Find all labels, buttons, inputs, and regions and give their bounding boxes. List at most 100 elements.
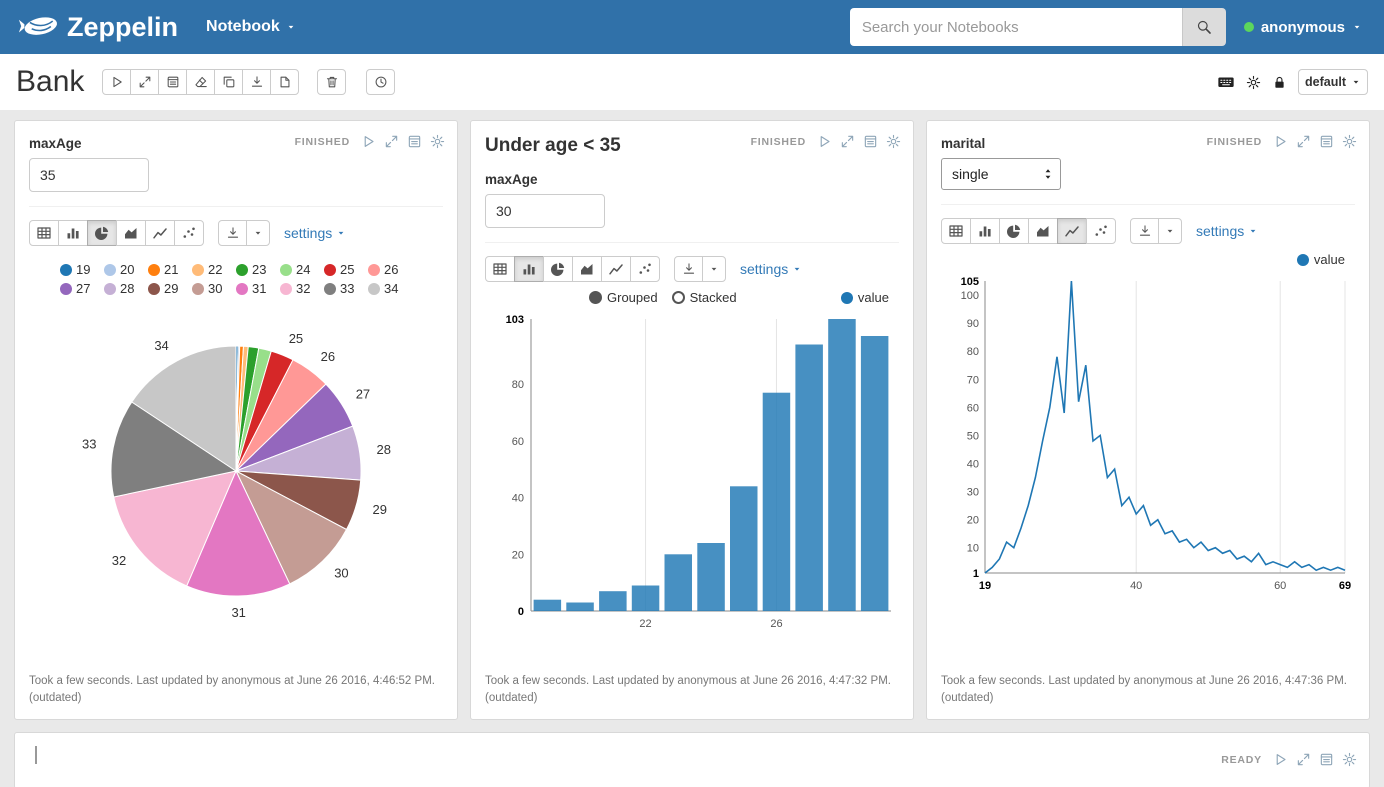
paragraph-settings-icon[interactable] [430,134,445,149]
download-data-button[interactable] [218,220,247,246]
toggle-code-button[interactable] [130,69,160,95]
search-input[interactable] [849,8,1182,46]
settings-toggle[interactable]: settings [740,261,802,277]
pie-legend-item[interactable]: 28 [104,281,148,296]
pie-chart[interactable]: 25 26 27 28 29 30 31 32 33 34 [29,298,443,634]
pie-slice[interactable] [110,401,238,498]
scheduler-button[interactable] [366,69,396,95]
run-paragraph-icon[interactable] [817,134,832,149]
chart-type-table-button[interactable] [29,220,59,246]
bar-chart[interactable]: 22 26 0 20 40 60 80 103 [485,305,899,635]
pie-legend-item[interactable]: 33 [324,281,368,296]
bar[interactable] [730,486,758,611]
settings-toggle[interactable]: settings [284,225,346,241]
run-paragraph-icon[interactable] [1273,752,1288,767]
chart-type-area-button[interactable] [572,256,602,282]
clear-output-button[interactable] [186,69,216,95]
line-series[interactable] [984,280,1346,574]
maxage-input[interactable] [29,158,149,192]
pie-legend-item[interactable]: 24 [280,262,324,277]
bar[interactable] [664,554,693,611]
expand-paragraph-icon[interactable] [384,134,399,149]
pie-slice[interactable] [131,345,237,472]
zeppelin-brand[interactable]: Zeppelin [18,12,178,43]
chart-type-line-button[interactable] [601,256,631,282]
download-caret-button[interactable] [1158,218,1182,244]
chart-type-area-button[interactable] [116,220,146,246]
interpreter-binding-icon[interactable] [1246,75,1261,90]
line-chart[interactable]: 19 40 60 69 1 10 20 30 40 50 60 70 80 90 100 105 [941,267,1355,597]
pie-legend-item[interactable]: 27 [60,281,104,296]
bar[interactable] [533,599,562,611]
paragraph-settings-icon[interactable] [1342,134,1357,149]
chart-type-scatter-button[interactable] [1086,218,1116,244]
pie-legend-item[interactable]: 32 [280,281,324,296]
paragraph-empty-editor[interactable]: READY [14,732,1370,787]
pie-slice[interactable] [234,469,348,585]
user-menu[interactable]: anonymous [1243,19,1362,36]
chart-type-area-button[interactable] [1028,218,1058,244]
paragraph-settings-icon[interactable] [886,134,901,149]
chart-type-bar-button[interactable] [970,218,1000,244]
chart-type-bar-button[interactable] [514,256,544,282]
chart-type-bar-button[interactable] [58,220,88,246]
pie-legend-item[interactable]: 19 [60,262,104,277]
chart-type-pie-button[interactable] [87,220,117,246]
series-legend[interactable]: value [840,290,889,305]
keyboard-shortcuts-icon[interactable] [1217,73,1235,91]
chart-type-pie-button[interactable] [543,256,573,282]
pie-legend-item[interactable]: 20 [104,262,148,277]
bar[interactable] [566,602,594,612]
delete-note-button[interactable] [317,69,347,95]
maxage-input[interactable] [485,194,605,228]
chart-type-scatter-button[interactable] [630,256,660,282]
toggle-editor-icon[interactable] [407,134,422,149]
download-data-button[interactable] [674,256,703,282]
pie-slice[interactable] [113,470,237,587]
pie-legend-item[interactable]: 22 [192,262,236,277]
pie-legend-item[interactable]: 30 [192,281,236,296]
pie-legend-item[interactable]: 31 [236,281,280,296]
export-note-button[interactable] [242,69,272,95]
toggle-editor-icon[interactable] [863,134,878,149]
download-data-button[interactable] [1130,218,1159,244]
bar[interactable] [599,591,627,611]
clone-note-button[interactable] [214,69,244,95]
pie-legend-item[interactable]: 25 [324,262,368,277]
run-paragraph-icon[interactable] [1273,134,1288,149]
pie-legend-item[interactable]: 29 [148,281,192,296]
run-paragraph-icon[interactable] [361,134,376,149]
chart-type-line-button[interactable] [145,220,175,246]
bar[interactable] [795,344,823,612]
toggle-editor-icon[interactable] [1319,752,1334,767]
settings-toggle[interactable]: settings [1196,223,1258,239]
toggle-output-button[interactable] [158,69,188,95]
bar[interactable] [697,543,725,611]
version-note-button[interactable] [270,69,300,95]
chart-type-table-button[interactable] [941,218,971,244]
bar[interactable] [762,392,791,611]
marital-select[interactable]: single [941,158,1061,190]
toggle-editor-icon[interactable] [1319,134,1334,149]
bar[interactable] [631,585,660,612]
series-legend[interactable]: value [1296,252,1345,267]
chart-type-table-button[interactable] [485,256,515,282]
pie-legend-item[interactable]: 21 [148,262,192,277]
note-title[interactable]: Bank [16,65,85,98]
bar[interactable] [860,336,889,611]
download-caret-button[interactable] [702,256,726,282]
chart-type-scatter-button[interactable] [174,220,204,246]
pie-legend-item[interactable]: 26 [368,262,412,277]
download-caret-button[interactable] [246,220,270,246]
expand-paragraph-icon[interactable] [1296,134,1311,149]
stacked-radio[interactable]: Stacked [671,290,737,305]
search-button[interactable] [1181,8,1226,46]
pie-slice[interactable] [186,469,291,597]
chart-type-line-button[interactable] [1057,218,1087,244]
pie-legend-item[interactable]: 34 [368,281,412,296]
version-dropdown[interactable]: default [1298,69,1368,95]
bar[interactable] [828,319,856,611]
note-permissions-icon[interactable] [1272,75,1287,90]
paragraph-settings-icon[interactable] [1342,752,1357,767]
chart-type-pie-button[interactable] [999,218,1029,244]
